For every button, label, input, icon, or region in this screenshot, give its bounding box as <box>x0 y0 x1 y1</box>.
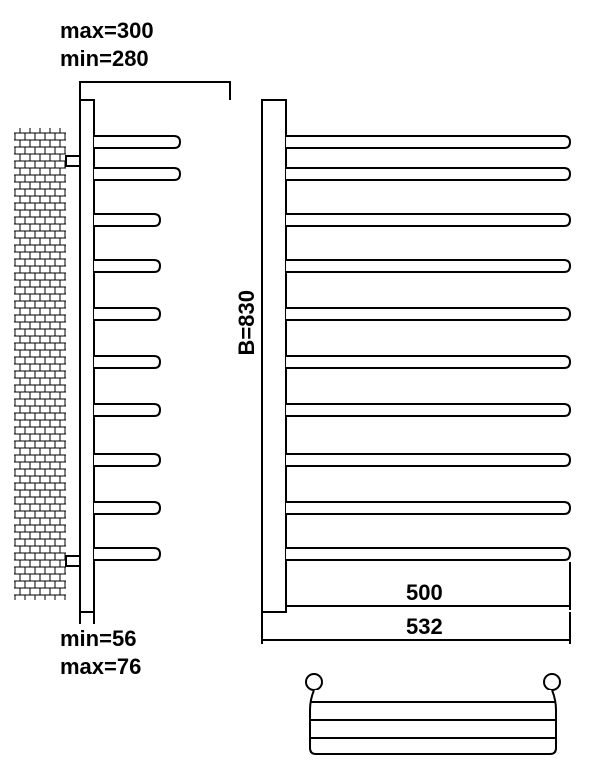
front-view <box>262 100 570 644</box>
bottom-view <box>306 674 560 754</box>
side-view <box>14 82 230 624</box>
technical-drawing <box>0 0 600 784</box>
